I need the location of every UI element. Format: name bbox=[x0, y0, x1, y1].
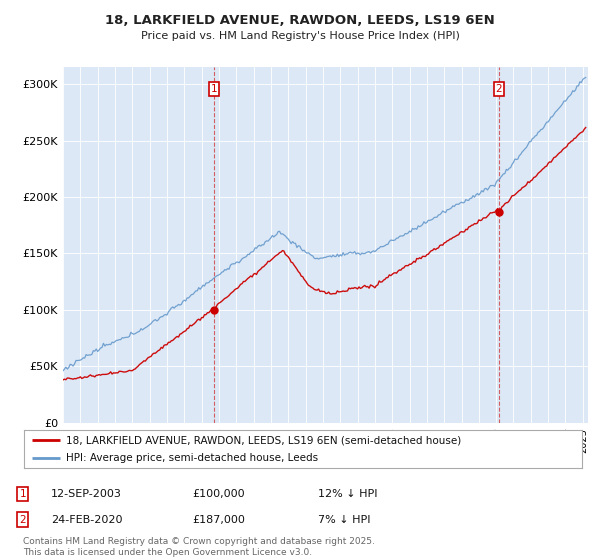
Text: Contains HM Land Registry data © Crown copyright and database right 2025.
This d: Contains HM Land Registry data © Crown c… bbox=[23, 537, 374, 557]
Text: 7% ↓ HPI: 7% ↓ HPI bbox=[318, 515, 371, 525]
Text: £187,000: £187,000 bbox=[192, 515, 245, 525]
Text: 24-FEB-2020: 24-FEB-2020 bbox=[51, 515, 122, 525]
Text: Price paid vs. HM Land Registry's House Price Index (HPI): Price paid vs. HM Land Registry's House … bbox=[140, 31, 460, 41]
Text: £100,000: £100,000 bbox=[192, 489, 245, 499]
Text: 18, LARKFIELD AVENUE, RAWDON, LEEDS, LS19 6EN (semi-detached house): 18, LARKFIELD AVENUE, RAWDON, LEEDS, LS1… bbox=[66, 435, 461, 445]
Text: 12-SEP-2003: 12-SEP-2003 bbox=[51, 489, 122, 499]
Text: 2: 2 bbox=[19, 515, 26, 525]
Text: 12% ↓ HPI: 12% ↓ HPI bbox=[318, 489, 377, 499]
Text: 2: 2 bbox=[496, 83, 502, 94]
Text: 1: 1 bbox=[19, 489, 26, 499]
Text: 18, LARKFIELD AVENUE, RAWDON, LEEDS, LS19 6EN: 18, LARKFIELD AVENUE, RAWDON, LEEDS, LS1… bbox=[105, 14, 495, 27]
Text: HPI: Average price, semi-detached house, Leeds: HPI: Average price, semi-detached house,… bbox=[66, 453, 318, 463]
Text: 1: 1 bbox=[211, 83, 217, 94]
